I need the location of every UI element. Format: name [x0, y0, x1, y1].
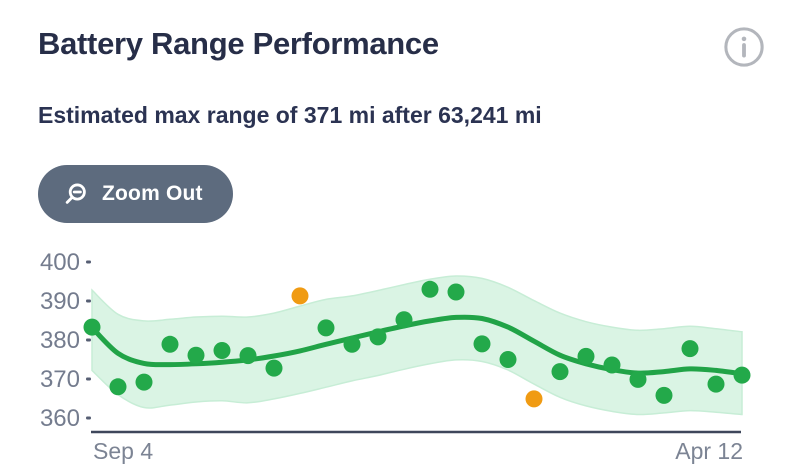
outlier-point [525, 390, 543, 408]
x-label-start: Sep 4 [93, 438, 153, 464]
zoom-out-icon [65, 183, 86, 204]
data-point [577, 347, 595, 365]
info-button[interactable] [723, 26, 765, 68]
data-point [343, 335, 361, 353]
data-point [265, 359, 283, 377]
data-point [161, 335, 179, 353]
data-point [707, 375, 725, 393]
data-point [681, 340, 699, 358]
y-tick-label: 380 [40, 327, 80, 354]
data-point [213, 342, 231, 359]
data-point [187, 346, 205, 364]
battery-range-chart: 400 390 380 370 360 Sep 4 Apr 12 [0, 240, 798, 466]
y-tick-mark [86, 299, 91, 303]
y-tick-mark [86, 338, 91, 342]
data-point [83, 318, 101, 336]
data-point [655, 386, 673, 404]
y-tick-mark [86, 377, 91, 381]
y-tick-label: 360 [40, 405, 80, 432]
y-tick-label: 370 [40, 366, 80, 393]
data-point [135, 373, 153, 391]
data-point [499, 351, 517, 368]
y-tick-label: 400 [40, 249, 80, 276]
subtitle: Estimated max range of 371 mi after 63,2… [38, 102, 542, 128]
data-point [239, 347, 257, 365]
data-point [369, 328, 387, 346]
zoom-out-label: Zoom Out [102, 182, 203, 205]
data-point [603, 356, 621, 374]
data-point [109, 378, 127, 396]
data-point [733, 366, 751, 384]
zoom-out-button[interactable]: Zoom Out [38, 165, 233, 223]
y-tick-label: 390 [40, 288, 80, 315]
data-point [629, 370, 647, 388]
confidence-band [91, 275, 743, 416]
x-label-end: Apr 12 [675, 438, 743, 464]
page-title: Battery Range Performance [38, 26, 439, 61]
y-tick-mark [86, 260, 91, 264]
data-point [447, 283, 465, 301]
data-point [473, 335, 491, 353]
data-point [317, 319, 335, 337]
outlier-point [291, 287, 309, 305]
data-point [421, 280, 439, 298]
info-icon [724, 27, 764, 67]
y-tick-mark [86, 416, 91, 420]
data-point [395, 311, 413, 329]
chart-canvas: 400 390 380 370 360 Sep 4 Apr 12 [40, 249, 751, 464]
data-point [551, 363, 569, 381]
